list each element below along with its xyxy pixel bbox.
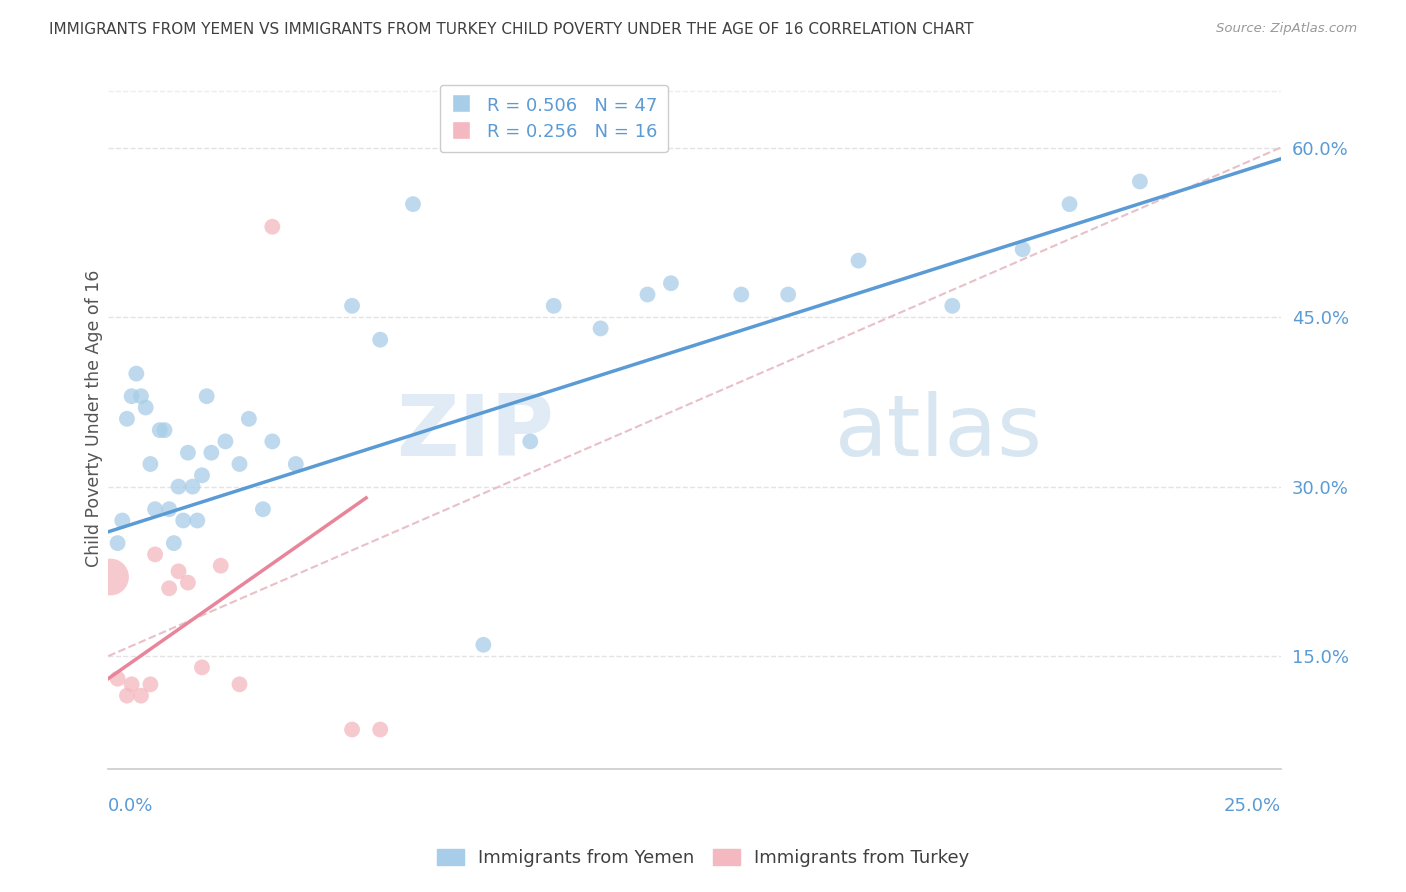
Point	[589, 321, 612, 335]
Point	[107, 536, 129, 550]
Point	[115, 689, 138, 703]
Text: 25.0%: 25.0%	[1223, 797, 1281, 815]
Point	[402, 197, 425, 211]
Point	[139, 677, 162, 691]
Point	[1011, 242, 1033, 256]
Point	[143, 502, 166, 516]
Point	[262, 434, 284, 449]
Text: Source: ZipAtlas.com: Source: ZipAtlas.com	[1216, 22, 1357, 36]
Point	[149, 423, 172, 437]
Point	[195, 389, 218, 403]
Point	[181, 480, 204, 494]
Point	[472, 638, 495, 652]
Point	[368, 723, 391, 737]
Point	[186, 514, 208, 528]
Point	[135, 401, 157, 415]
Point	[778, 287, 800, 301]
Point	[177, 575, 200, 590]
Text: 0.0%: 0.0%	[108, 797, 153, 815]
Point	[659, 276, 682, 290]
Point	[163, 536, 186, 550]
Point	[262, 219, 284, 234]
Point	[941, 299, 963, 313]
Point	[228, 457, 250, 471]
Point	[730, 287, 752, 301]
Point	[1129, 174, 1152, 188]
Point	[637, 287, 659, 301]
Point	[214, 434, 236, 449]
Legend: R = 0.506   N = 47, R = 0.256   N = 16: R = 0.506 N = 47, R = 0.256 N = 16	[440, 85, 668, 153]
Point	[121, 677, 143, 691]
Point	[238, 412, 260, 426]
Point	[107, 672, 129, 686]
Point	[191, 660, 214, 674]
Point	[519, 434, 541, 449]
Point	[172, 514, 194, 528]
Point	[191, 468, 214, 483]
Point	[228, 677, 250, 691]
Point	[139, 457, 162, 471]
Legend: Immigrants from Yemen, Immigrants from Turkey: Immigrants from Yemen, Immigrants from T…	[429, 841, 977, 874]
Point	[209, 558, 232, 573]
Point	[177, 446, 200, 460]
Text: atlas: atlas	[835, 392, 1043, 475]
Point	[340, 723, 363, 737]
Point	[1059, 197, 1081, 211]
Point	[125, 367, 148, 381]
Point	[543, 299, 565, 313]
Point	[252, 502, 274, 516]
Point	[129, 689, 152, 703]
Point	[200, 446, 222, 460]
Point	[100, 570, 122, 584]
Point	[167, 565, 190, 579]
Point	[129, 389, 152, 403]
Point	[340, 299, 363, 313]
Point	[143, 548, 166, 562]
Y-axis label: Child Poverty Under the Age of 16: Child Poverty Under the Age of 16	[86, 270, 103, 567]
Point	[848, 253, 870, 268]
Point	[157, 582, 180, 596]
Point	[167, 480, 190, 494]
Point	[284, 457, 307, 471]
Point	[368, 333, 391, 347]
Text: ZIP: ZIP	[396, 392, 554, 475]
Point	[121, 389, 143, 403]
Point	[157, 502, 180, 516]
Point	[153, 423, 176, 437]
Text: IMMIGRANTS FROM YEMEN VS IMMIGRANTS FROM TURKEY CHILD POVERTY UNDER THE AGE OF 1: IMMIGRANTS FROM YEMEN VS IMMIGRANTS FROM…	[49, 22, 974, 37]
Point	[111, 514, 134, 528]
Point	[115, 412, 138, 426]
